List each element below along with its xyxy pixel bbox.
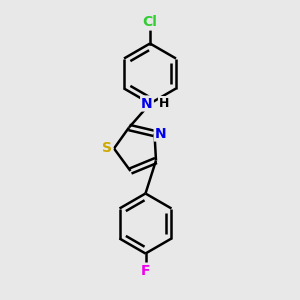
Text: N: N bbox=[155, 127, 166, 140]
Text: H: H bbox=[159, 97, 169, 110]
Text: F: F bbox=[141, 264, 150, 278]
Text: Cl: Cl bbox=[142, 16, 158, 29]
Text: N: N bbox=[141, 97, 153, 110]
Text: S: S bbox=[102, 142, 112, 155]
